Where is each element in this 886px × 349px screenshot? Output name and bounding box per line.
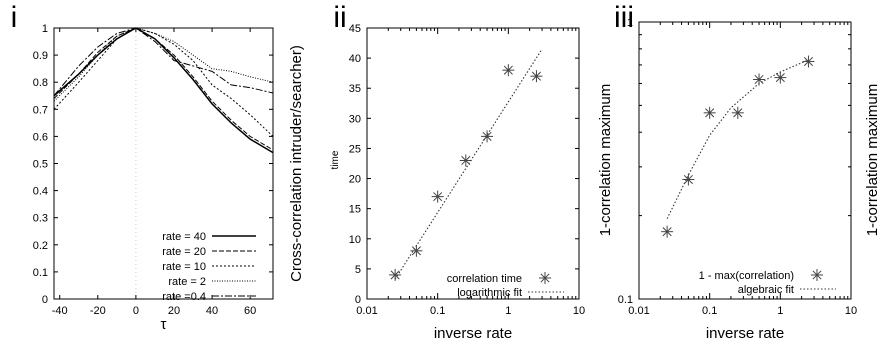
y-axis-label: 1-correlation maximum	[597, 84, 614, 237]
y-tick-label: 0.9	[33, 50, 48, 62]
x-axis-label: inverse rate	[434, 325, 512, 342]
x-tick-label: 40	[206, 305, 218, 317]
y-tick-label: 0	[355, 294, 361, 306]
y-tick-label: 25	[349, 143, 361, 155]
y-tick-label: 15	[349, 204, 361, 216]
y-tick-label: 45	[349, 23, 361, 35]
panel-label: i	[11, 1, 18, 34]
data-point	[502, 64, 515, 77]
y-tick-label: 0.5	[33, 159, 48, 171]
legend-label: algebraic fit	[738, 284, 794, 296]
legend-label: correlation time	[447, 273, 522, 285]
x-axis-label: τ	[161, 316, 167, 333]
plot-frame	[366, 27, 580, 300]
legend-label: rate = 40	[162, 231, 206, 243]
series-line-1	[53, 27, 274, 154]
x-tick-label: 1	[505, 305, 511, 317]
legend-label: logarithmic fit	[457, 287, 522, 299]
series-line-3	[53, 27, 274, 137]
data-point	[703, 106, 716, 119]
y-axis-label-right: 1-correlation maximum	[864, 84, 881, 237]
y-tick-label: 20	[349, 174, 361, 186]
y-axis-label: Cross-correlation intruder/searcher)	[288, 45, 305, 282]
data-point	[410, 244, 423, 257]
series-line-5	[53, 27, 274, 97]
y-tick-label: 0	[42, 294, 48, 306]
plot-frame	[53, 27, 274, 300]
legend-marker	[539, 272, 551, 284]
legend-label: rate = 2	[168, 276, 206, 288]
series-line-2	[53, 27, 274, 151]
panel-label: iii	[614, 1, 634, 34]
legend-label: 1 - max(correlation)	[699, 270, 794, 282]
x-tick-label: 0.01	[628, 305, 649, 317]
data-point	[682, 173, 695, 186]
y-tick-label: 0.1	[618, 294, 633, 306]
fit-line	[666, 59, 809, 219]
legend-label: rate =0.4	[162, 291, 206, 303]
y-tick-label: 0.4	[33, 186, 48, 198]
data-point	[661, 225, 674, 238]
legend-marker	[811, 269, 823, 281]
data-point	[753, 73, 766, 86]
plot-frame	[638, 21, 852, 300]
y-tick-label: 0.1	[33, 267, 48, 279]
y-tick-label: 0.6	[33, 131, 48, 143]
legend-label: rate = 10	[162, 261, 206, 273]
panel-label: ii	[333, 1, 346, 34]
x-tick-label: 0	[133, 305, 139, 317]
y-tick-label: 0.8	[33, 77, 48, 89]
fit-line	[394, 48, 543, 280]
data-point	[481, 130, 494, 143]
data-point	[802, 55, 815, 68]
y-tick-label: 0.7	[33, 104, 48, 116]
y-tick-label: 30	[349, 113, 361, 125]
y-tick-label: 40	[349, 53, 361, 65]
y-tick-label: 0.3	[33, 213, 48, 225]
y-tick-label: 5	[355, 264, 361, 276]
y-tick-label: 1	[627, 17, 633, 29]
x-tick-label: 0.1	[430, 305, 445, 317]
series-line-4	[53, 27, 274, 102]
x-tick-label: -20	[90, 305, 106, 317]
x-tick-label: 10	[845, 305, 857, 317]
data-point	[530, 70, 543, 83]
data-point	[459, 154, 472, 167]
x-tick-label: 20	[168, 305, 180, 317]
y-tick-label: 0.2	[33, 240, 48, 252]
x-tick-label: 0.1	[702, 305, 717, 317]
data-point	[389, 268, 402, 281]
x-axis-label: inverse rate	[706, 325, 784, 342]
data-point	[431, 190, 444, 203]
legend-label: rate = 20	[162, 246, 206, 258]
x-tick-label: 0.01	[356, 305, 377, 317]
data-point	[731, 106, 744, 119]
data-point	[774, 71, 787, 84]
x-tick-label: 1	[777, 305, 783, 317]
x-tick-label: -40	[52, 305, 68, 317]
y-tick-label: 35	[349, 83, 361, 95]
x-tick-label: 60	[244, 305, 256, 317]
y-tick-label: 1	[42, 23, 48, 35]
y-tick-label: 10	[349, 234, 361, 246]
x-tick-label: 10	[573, 305, 585, 317]
y-axis-label: time	[330, 150, 341, 169]
